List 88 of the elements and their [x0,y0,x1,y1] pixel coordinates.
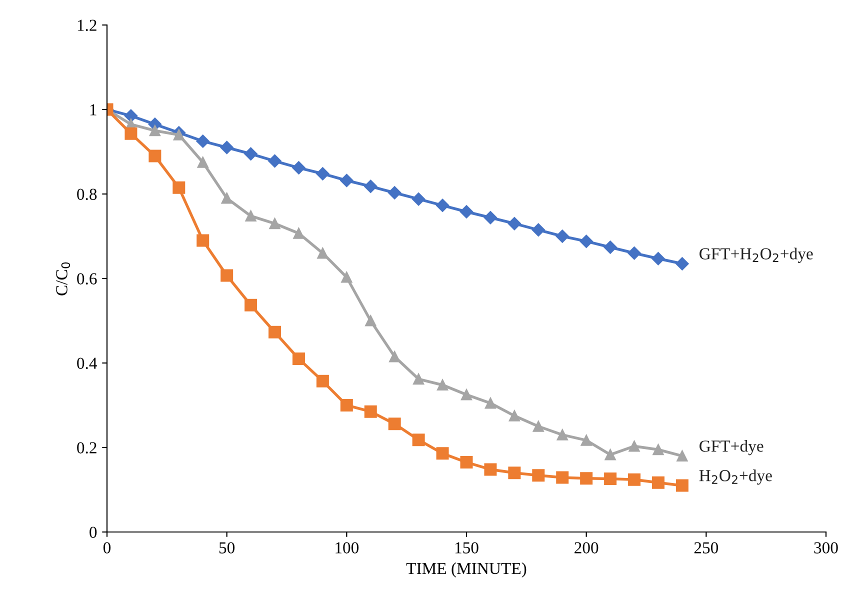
y-axis-title: C/C$_{0}$ [56,262,70,296]
point [148,150,162,162]
point [556,429,568,440]
x-tick-label: 100 [336,542,359,554]
x-axis-title: TIME (MINUTE) [406,562,526,578]
point [604,472,617,486]
point [676,257,689,270]
point [340,174,354,188]
point [173,129,184,140]
point [580,434,592,446]
point [172,181,186,194]
point [124,109,138,122]
y-tick-label: 0.6 [77,273,97,285]
series-label: GFT+dye [700,440,764,456]
point [532,420,544,432]
point [604,449,616,460]
point [604,240,617,254]
point [532,469,545,482]
point [460,456,473,469]
point [484,398,496,409]
point [460,389,472,400]
point [389,351,400,362]
point [628,473,641,486]
series-label: H$_{2}$O$_{2}$+dye [699,470,772,485]
point [340,399,353,412]
point [196,234,210,247]
point [556,230,569,243]
series-label: GFT+H$_{2}$O$_{2}$+dye [700,248,813,263]
point [508,410,520,422]
point [508,466,521,480]
y-tick-label: 0.4 [77,358,98,370]
point [436,198,450,212]
point [652,476,664,489]
point [293,228,304,239]
point [124,127,138,140]
point [365,315,376,326]
point [436,379,448,391]
point [245,210,256,222]
point [676,450,688,462]
point [676,479,688,492]
point [413,374,424,385]
point [628,246,641,260]
point [268,326,282,338]
point [269,218,280,230]
point [364,405,377,418]
point [484,211,498,224]
point [508,216,522,230]
point [292,161,306,174]
x-tick-label: 200 [574,542,598,554]
point [197,156,208,168]
point [388,186,402,200]
point [364,180,378,193]
point [220,269,234,282]
point [436,447,449,460]
point [652,252,665,266]
point [317,248,328,259]
point [556,471,569,484]
point [580,472,593,485]
point [244,298,258,312]
point [316,374,329,388]
y-tick-label: 0.8 [77,188,97,200]
point [412,434,425,446]
x-tick-label: 50 [219,542,235,554]
x-tick-label: 0 [103,542,111,554]
y-tick-label: 0 [90,526,97,538]
x-tick-label: 300 [814,542,838,554]
point [268,154,282,168]
y-tick-label: 1.2 [78,20,96,32]
point [484,463,497,476]
point [388,418,401,430]
point [221,192,232,204]
point [412,192,426,206]
point [149,125,160,136]
x-tick-label: 250 [694,542,718,554]
point [220,140,234,154]
point [580,234,593,248]
point [460,205,474,218]
point [341,272,352,283]
point [196,134,210,148]
point [532,223,545,236]
point [316,167,330,180]
point [652,444,664,456]
y-tick-label: 1 [90,104,96,116]
y-tick-label: 0.2 [77,442,96,454]
x-tick-label: 150 [455,542,478,554]
point [244,147,258,160]
point [292,352,305,366]
point [628,440,640,452]
